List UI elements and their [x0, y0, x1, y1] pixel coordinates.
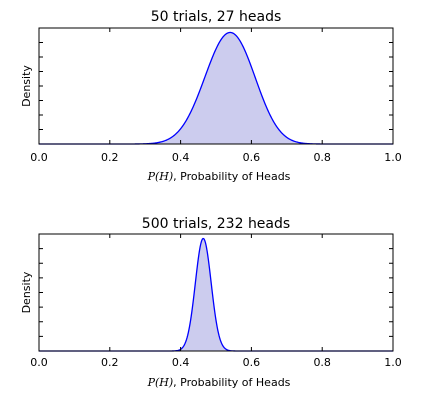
- chart-title: 500 trials, 232 heads: [142, 216, 290, 232]
- chart-panel-1: 0.0 0.2 0.4 0.6 0.8 1.0 50 trials, 27 heads P(H…: [20, 9, 402, 183]
- chart-panel-2: 0.0 0.2 0.4 0.6 0.8 1.0 500 trials, 232 heads P…: [20, 216, 402, 389]
- x-tick-label: 0.0: [30, 151, 48, 164]
- x-tick-label: 0.2: [101, 356, 119, 369]
- x-tick-label: 1.0: [384, 356, 402, 369]
- x-tick-label: 0.4: [172, 151, 190, 164]
- x-tick-label: 0.8: [313, 151, 331, 164]
- x-axis-label: P(H), Probability of Heads: [147, 376, 291, 389]
- x-axis-label-text: , Probability of Heads: [173, 376, 290, 389]
- x-axis-label: P(H), Probability of Heads: [147, 170, 291, 183]
- x-tick-label: 0.6: [243, 151, 261, 164]
- chart-title: 50 trials, 27 heads: [151, 9, 282, 25]
- x-axis-label-variable: P(H): [147, 170, 174, 183]
- x-axis-label-text: , Probability of Heads: [173, 170, 290, 183]
- density-area-fill: [39, 238, 393, 351]
- x-tick-label: 0.2: [101, 151, 119, 164]
- x-tick-label: 0.4: [172, 356, 190, 369]
- x-tick-label: 1.0: [384, 151, 402, 164]
- x-tick-label: 0.8: [313, 356, 331, 369]
- density-area-fill: [39, 32, 393, 144]
- x-tick-label: 0.0: [30, 356, 48, 369]
- y-axis-label: Density: [20, 271, 33, 313]
- x-tick-label: 0.6: [243, 356, 261, 369]
- x-axis-label-variable: P(H): [147, 376, 174, 389]
- y-axis-label: Density: [20, 65, 33, 107]
